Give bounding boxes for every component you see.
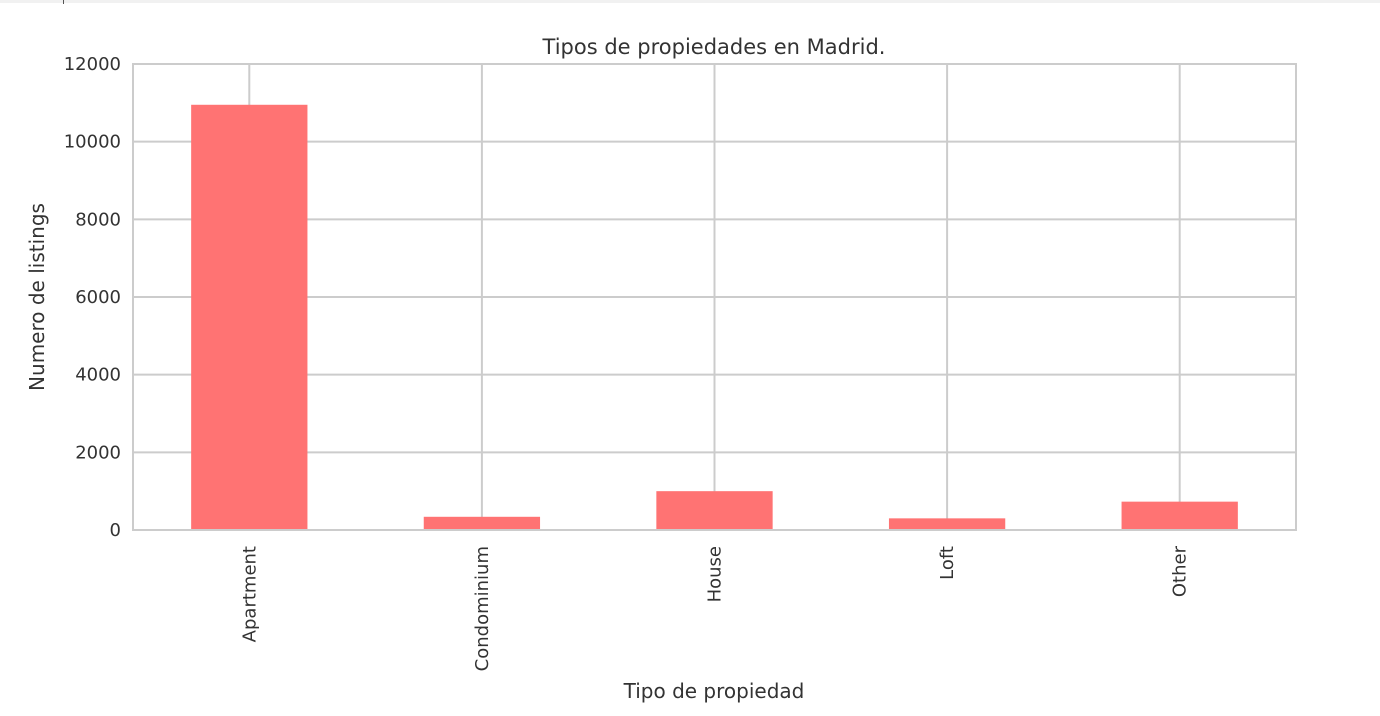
- y-tick-label: 6000: [75, 287, 121, 308]
- y-tick-label: 4000: [75, 365, 121, 386]
- bar-loft: [888, 518, 1006, 530]
- bar-house: [656, 491, 773, 530]
- y-tick-label: 0: [110, 520, 121, 541]
- x-tick-label: Other: [1170, 545, 1191, 597]
- top-border-tick: [63, 0, 64, 4]
- y-tick-label: 2000: [75, 442, 121, 463]
- x-axis-label: Tipo de propiedad: [623, 679, 805, 703]
- bar-apartment: [191, 104, 308, 531]
- y-tick-label: 8000: [75, 209, 121, 230]
- y-axis-label: Numero de listings: [25, 203, 49, 391]
- y-tick-label: 10000: [64, 132, 121, 153]
- plot-frame: [132, 63, 1297, 531]
- x-tick-labels: Apartment Condominium House Loft Other: [239, 545, 1190, 671]
- chart-title: Tipos de propiedades en Madrid.: [542, 35, 886, 59]
- x-tick-label: Apartment: [239, 546, 260, 642]
- y-tick-labels: 0 2000 4000 6000 8000 10000 12000: [64, 54, 121, 541]
- y-tick-label: 12000: [64, 54, 121, 75]
- bars: [191, 104, 1238, 531]
- x-tick-label: Loft: [937, 546, 958, 580]
- bar-other: [1121, 501, 1238, 530]
- x-tick-label: Condominium: [472, 546, 493, 671]
- x-tick-label: House: [705, 546, 726, 602]
- top-border-strip: [0, 0, 1380, 3]
- bar-condominium: [423, 516, 541, 530]
